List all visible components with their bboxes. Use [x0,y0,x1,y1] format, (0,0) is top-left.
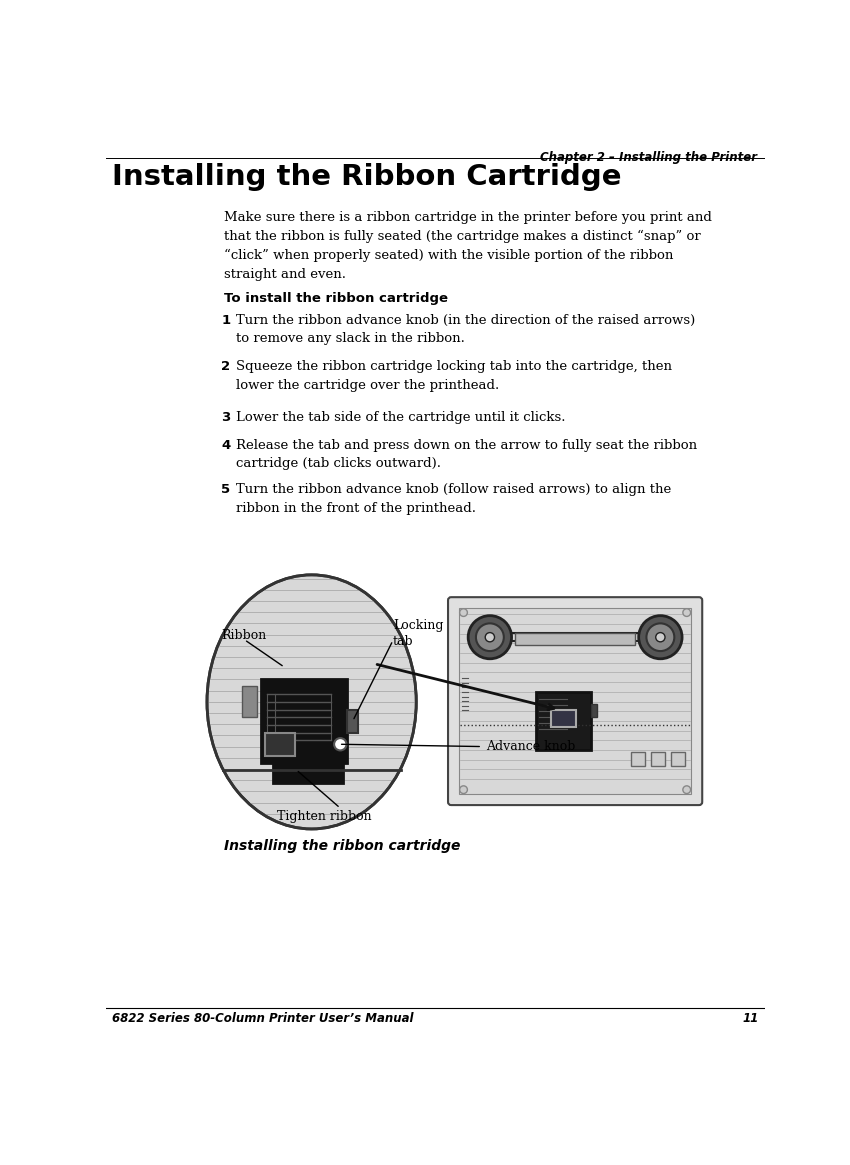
Circle shape [638,615,682,658]
Circle shape [460,609,468,616]
Text: 1: 1 [221,313,230,327]
FancyBboxPatch shape [536,692,591,750]
FancyBboxPatch shape [651,753,665,765]
Text: 3: 3 [221,411,230,424]
FancyBboxPatch shape [459,608,691,795]
Text: Make sure there is a ribbon cartridge in the printer before you print and
that t: Make sure there is a ribbon cartridge in… [224,211,712,281]
FancyBboxPatch shape [591,704,597,718]
Ellipse shape [207,574,416,829]
Text: Ribbon: Ribbon [221,629,266,642]
Text: 4: 4 [221,438,230,452]
Text: Chapter 2 – Installing the Printer: Chapter 2 – Installing the Printer [541,150,757,163]
FancyBboxPatch shape [242,686,258,718]
Text: Locking
tab: Locking tab [393,619,444,648]
Text: 5: 5 [221,483,230,496]
FancyBboxPatch shape [551,711,576,727]
Text: Installing the ribbon cartridge: Installing the ribbon cartridge [224,839,461,853]
FancyBboxPatch shape [261,679,347,763]
FancyBboxPatch shape [515,633,635,645]
FancyBboxPatch shape [672,753,685,765]
FancyBboxPatch shape [347,709,358,733]
Circle shape [485,633,495,642]
Circle shape [683,786,690,793]
Text: Lower the tab side of the cartridge until it clicks.: Lower the tab side of the cartridge unti… [236,411,566,424]
Circle shape [476,623,504,651]
Circle shape [655,633,665,642]
Text: Installing the Ribbon Cartridge: Installing the Ribbon Cartridge [112,163,622,191]
Text: 11: 11 [743,1012,759,1025]
Circle shape [468,615,512,658]
Text: Turn the ribbon advance knob (follow raised arrows) to align the
ribbon in the f: Turn the ribbon advance knob (follow rai… [236,483,672,515]
Circle shape [683,609,690,616]
FancyBboxPatch shape [265,733,295,756]
Circle shape [646,623,674,651]
Text: Release the tab and press down on the arrow to fully seat the ribbon
cartridge (: Release the tab and press down on the ar… [236,438,698,469]
Text: Tighten ribbon: Tighten ribbon [277,810,372,822]
Text: Squeeze the ribbon cartridge locking tab into the cartridge, then
lower the cart: Squeeze the ribbon cartridge locking tab… [236,360,672,391]
Text: To install the ribbon cartridge: To install the ribbon cartridge [224,292,448,305]
FancyBboxPatch shape [448,598,702,805]
Circle shape [334,739,347,750]
Text: Advance knob: Advance knob [486,741,575,754]
Text: 6822 Series 80-Column Printer User’s Manual: 6822 Series 80-Column Printer User’s Man… [112,1012,414,1025]
FancyBboxPatch shape [273,763,343,783]
Text: 2: 2 [221,360,230,373]
FancyBboxPatch shape [631,753,645,765]
Circle shape [460,786,468,793]
Text: Turn the ribbon advance knob (in the direction of the raised arrows)
to remove a: Turn the ribbon advance knob (in the dir… [236,313,695,345]
